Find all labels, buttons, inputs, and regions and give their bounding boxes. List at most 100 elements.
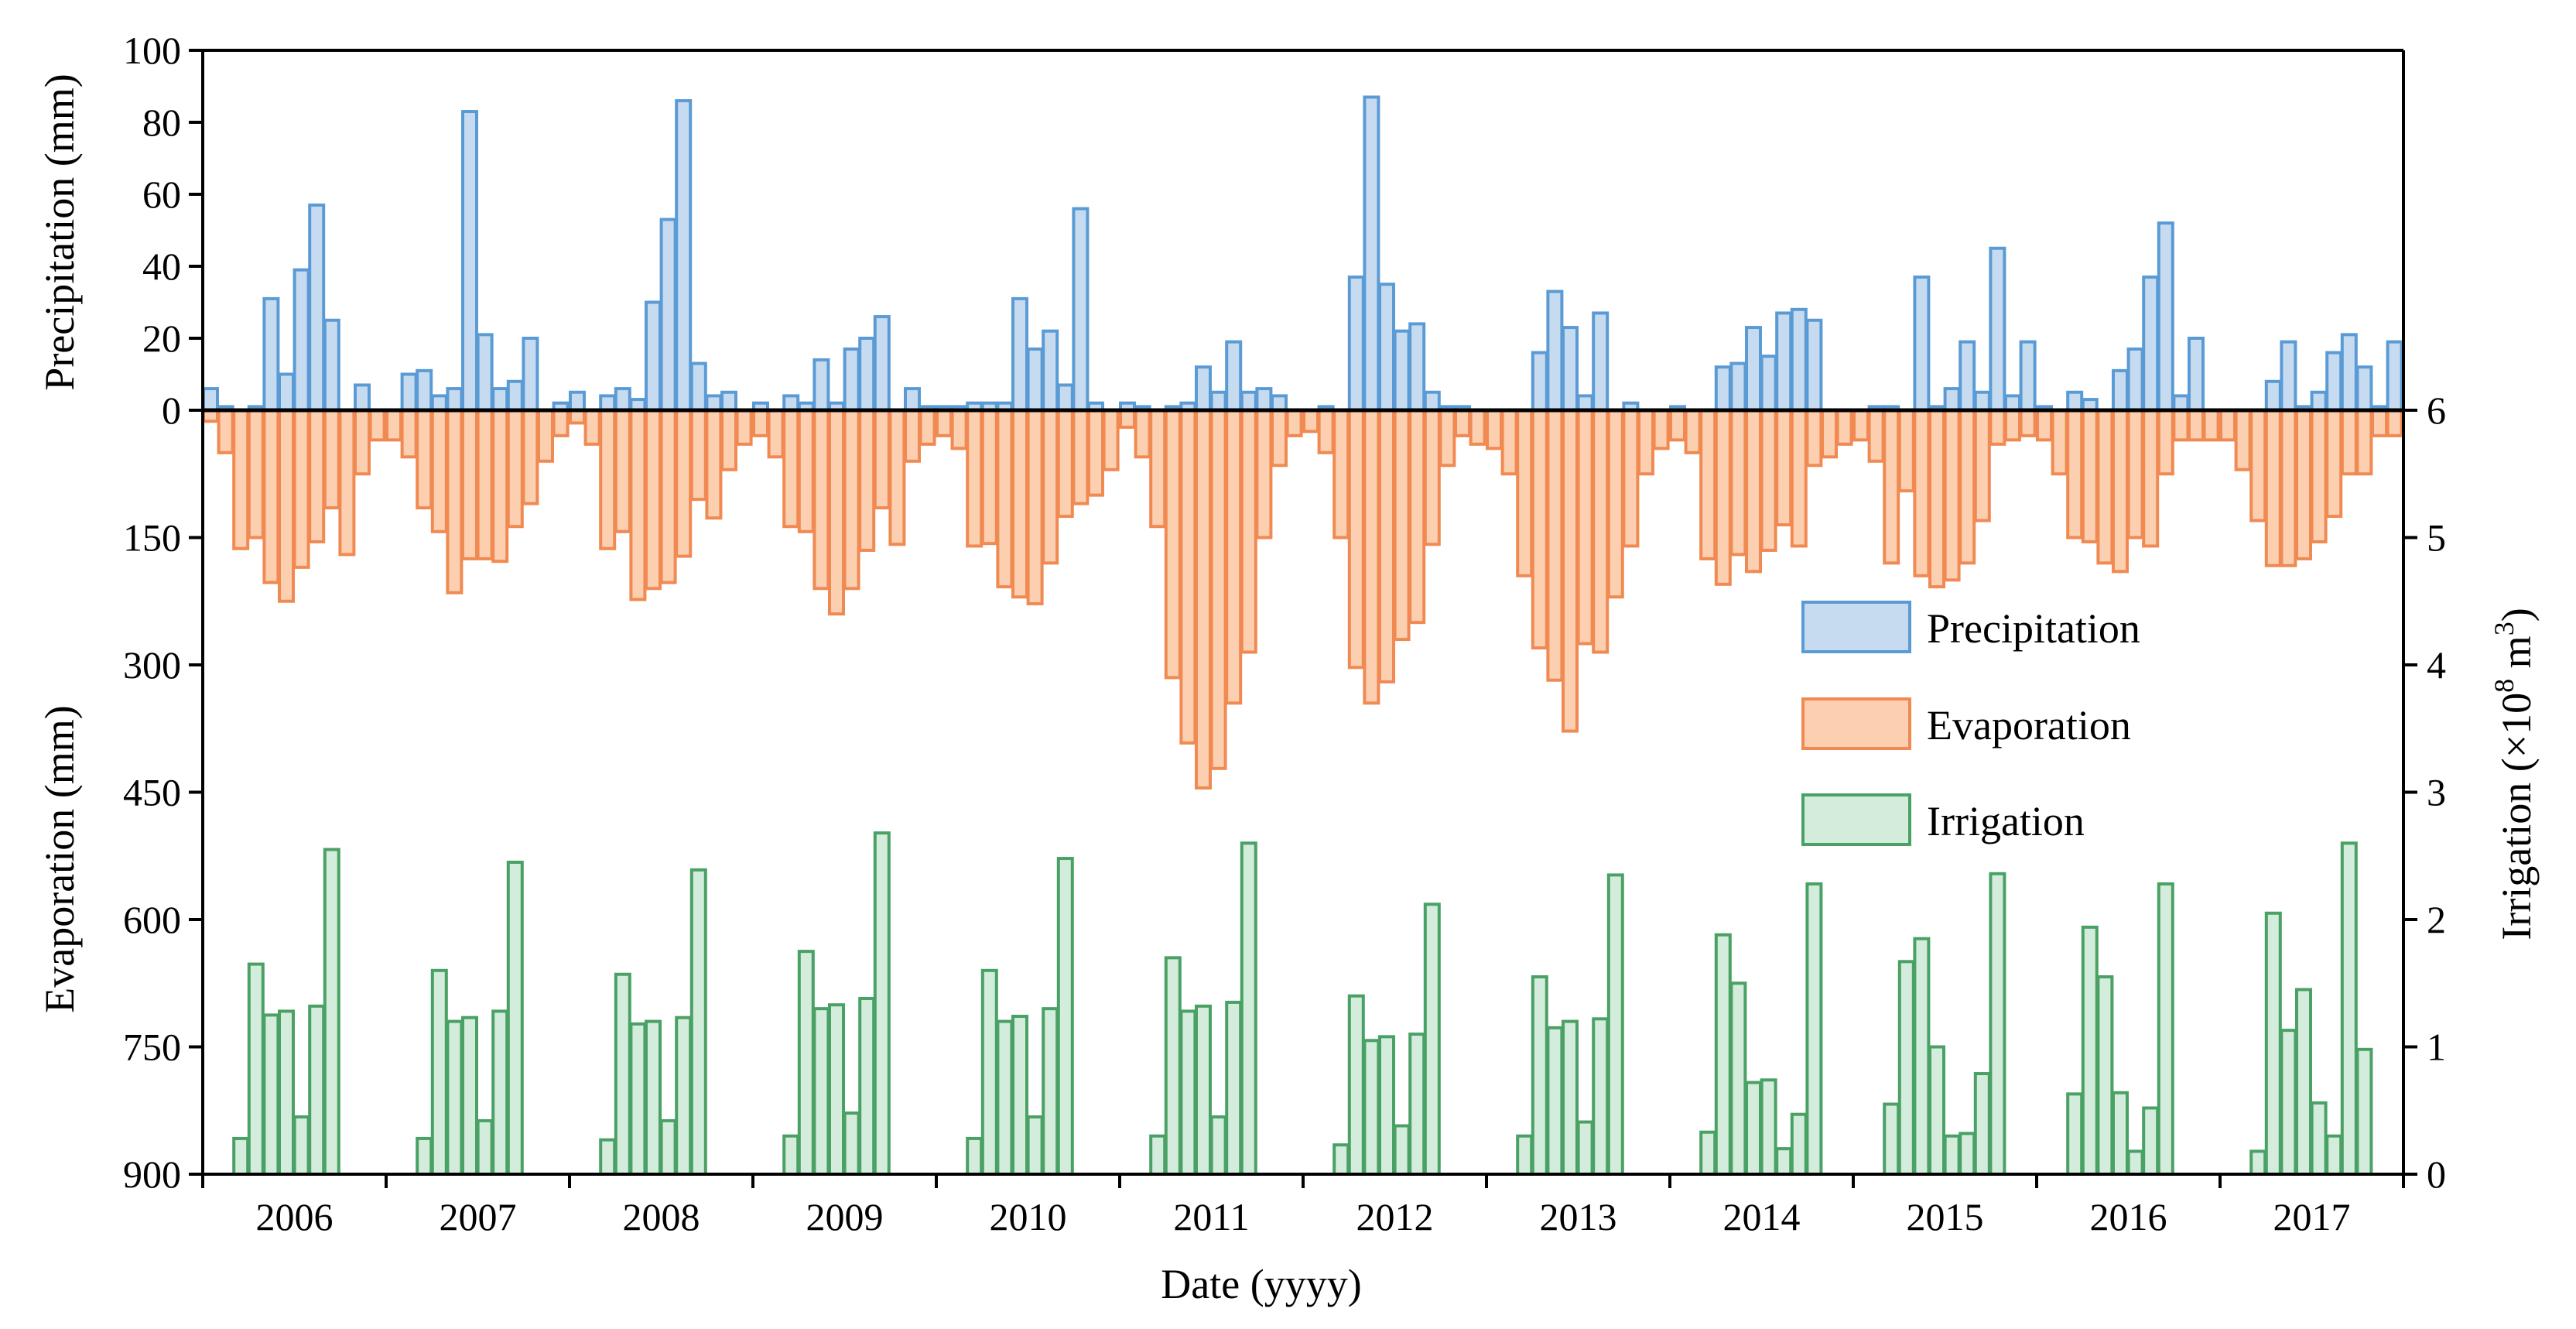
x-tick-label: 2013 bbox=[1540, 1195, 1617, 1238]
precipitation-bar bbox=[1973, 390, 1991, 412]
irrigation-bar bbox=[843, 1111, 860, 1177]
evaporation-bar bbox=[843, 409, 860, 591]
evaporation-tick-label: 600 bbox=[123, 898, 181, 941]
irrigation-axis-title-exp1: 8 bbox=[2489, 679, 2520, 693]
legend: Precipitation Evaporation Irrigation bbox=[1801, 601, 2140, 846]
evaporation-bar bbox=[1867, 409, 1885, 463]
evaporation-bar bbox=[1669, 409, 1686, 442]
evaporation-bar bbox=[308, 409, 326, 543]
evaporation-tick-label: 300 bbox=[123, 643, 181, 687]
precipitation-bar bbox=[262, 296, 280, 412]
irrigation-bar bbox=[1592, 1017, 1610, 1177]
precipitation-tick-label: 20 bbox=[142, 317, 181, 360]
irrigation-bar bbox=[308, 1004, 326, 1176]
evaporation-bar bbox=[1134, 409, 1151, 459]
irrigation-bars bbox=[232, 831, 2373, 1177]
precipitation-bar bbox=[1225, 340, 1243, 412]
evaporation-bar bbox=[950, 409, 968, 450]
precipitation-bar bbox=[1255, 387, 1273, 413]
irrigation-bar bbox=[812, 1007, 830, 1177]
precipitation-bar bbox=[705, 394, 723, 412]
irrigation-bar bbox=[858, 996, 876, 1176]
evaporation-bar bbox=[1240, 409, 1257, 654]
irrigation-axis-title-end: ) bbox=[2493, 608, 2540, 622]
evaporation-bar bbox=[400, 409, 418, 459]
evaporation-bar bbox=[1592, 409, 1610, 654]
evaporation-bar bbox=[368, 409, 386, 442]
evaporation-bar bbox=[2142, 409, 2160, 548]
evaporation-bar bbox=[614, 409, 631, 533]
irrigation-bar bbox=[461, 1016, 478, 1177]
evaporation-bar bbox=[1928, 409, 1945, 589]
precipitation-bars bbox=[202, 95, 2403, 413]
precipitation-bar bbox=[2325, 351, 2343, 413]
evaporation-bar bbox=[1745, 409, 1762, 574]
evaporation-bar bbox=[232, 409, 250, 550]
precipitation-bar bbox=[430, 394, 448, 412]
irrigation-bar bbox=[1989, 872, 2006, 1177]
evaporation-bar bbox=[217, 409, 234, 454]
evaporation-bar bbox=[767, 409, 785, 459]
irrigation-bar bbox=[1576, 1120, 1594, 1177]
evaporation-bar bbox=[416, 409, 433, 510]
evaporation-bar bbox=[1516, 409, 1534, 577]
irrigation-bar bbox=[1209, 1115, 1227, 1176]
x-tick-label: 2017 bbox=[2273, 1195, 2351, 1238]
evaporation-bar bbox=[2280, 409, 2297, 567]
evaporation-bar bbox=[782, 409, 800, 529]
evaporation-bar bbox=[2112, 409, 2129, 574]
evaporation-bar bbox=[1087, 409, 1104, 497]
irrigation-bar bbox=[996, 1019, 1014, 1176]
evaporation-bar bbox=[2126, 409, 2144, 539]
precipitation-tick-label: 80 bbox=[142, 101, 181, 144]
evaporation-bar bbox=[385, 409, 402, 442]
evaporation-bar bbox=[292, 409, 310, 569]
precipitation-bar bbox=[1042, 329, 1059, 413]
evaporation-bar bbox=[354, 409, 371, 476]
x-tick-label: 2010 bbox=[990, 1195, 1067, 1238]
evaporation-bar bbox=[2172, 409, 2190, 442]
legend-label-irrigation: Irrigation bbox=[1927, 798, 2085, 844]
evaporation-bar bbox=[430, 409, 448, 533]
precipitation-bar bbox=[1959, 340, 1976, 412]
evaporation-bar bbox=[1302, 409, 1319, 433]
irrigation-bar bbox=[1729, 981, 1747, 1176]
irrigation-bar bbox=[2249, 1149, 2267, 1177]
irrigation-bar bbox=[1897, 960, 1915, 1177]
evaporation-bar bbox=[2310, 409, 2328, 543]
x-tick-label: 2008 bbox=[623, 1195, 700, 1238]
irrigation-bar bbox=[2126, 1149, 2144, 1177]
precipitation-tick-label: 40 bbox=[142, 245, 181, 288]
irrigation-bar bbox=[1378, 1035, 1395, 1176]
irrigation-tick-label: 1 bbox=[2427, 1026, 2446, 1069]
evaporation-bar bbox=[278, 409, 295, 603]
precipitation-bar bbox=[202, 387, 219, 413]
evaporation-bar bbox=[1042, 409, 1059, 565]
irrigation-bar bbox=[1195, 1004, 1212, 1176]
precipitation-axis-title: Precipitation (mm) bbox=[36, 74, 83, 390]
legend-label-precipitation: Precipitation bbox=[1927, 605, 2140, 652]
irrigation-bar bbox=[2081, 925, 2099, 1176]
precipitation-bar bbox=[782, 394, 800, 412]
precipitation-bar bbox=[1989, 246, 2006, 412]
irrigation-bar bbox=[1179, 1009, 1197, 1176]
evaporation-bar bbox=[2234, 409, 2252, 471]
evaporation-bar bbox=[323, 409, 340, 510]
evaporation-bar bbox=[1149, 409, 1167, 529]
precipitation-tick-label: 60 bbox=[142, 173, 181, 216]
evaporation-bar bbox=[1852, 409, 1870, 442]
precipitation-bar bbox=[446, 387, 464, 413]
irrigation-bar bbox=[446, 1019, 464, 1176]
irrigation-bar bbox=[1928, 1045, 1945, 1176]
precipitation-bar bbox=[1011, 296, 1028, 412]
evaporation-bar bbox=[1378, 409, 1395, 683]
irrigation-bar bbox=[1026, 1115, 1044, 1176]
irrigation-bar bbox=[675, 1016, 693, 1177]
evaporation-bar bbox=[247, 409, 265, 539]
x-tick-label: 2015 bbox=[1907, 1195, 1984, 1238]
evaporation-bar bbox=[1576, 409, 1594, 646]
precipitation-bar bbox=[2004, 394, 2021, 412]
irrigation-bar bbox=[262, 1013, 280, 1176]
evaporation-bar bbox=[476, 409, 494, 560]
